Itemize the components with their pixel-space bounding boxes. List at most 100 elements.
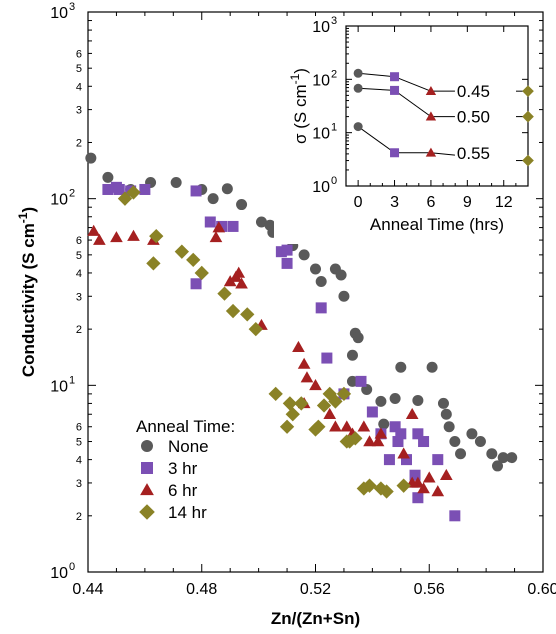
- data-point: [139, 183, 151, 195]
- data-point: [85, 152, 97, 164]
- inset-series-line: [394, 89, 432, 118]
- y-minor-tick-label: 6: [76, 48, 82, 60]
- data-point: [355, 375, 367, 387]
- data-point: [204, 216, 216, 228]
- data-point: [439, 468, 453, 480]
- inset-y-axis-title: σ (S cm-1): [288, 68, 310, 144]
- series-3-hr: [102, 181, 461, 522]
- inset-data-point: [390, 148, 400, 158]
- data-point: [93, 233, 106, 245]
- inset-series-0.45: 0.45: [353, 68, 534, 101]
- data-point: [486, 448, 498, 460]
- data-point: [315, 302, 327, 314]
- data-point: [352, 332, 364, 344]
- data-point: [412, 428, 424, 440]
- data-point: [113, 183, 125, 195]
- x-tick-label: 0.60: [527, 581, 556, 598]
- y-tick-label: 10: [50, 378, 68, 395]
- data-point: [321, 352, 333, 364]
- inset-series-line: [358, 87, 395, 91]
- data-point: [474, 436, 486, 448]
- data-point: [223, 275, 237, 287]
- data-point: [401, 454, 412, 466]
- data-point: [236, 199, 248, 211]
- y-minor-tick-label: 2: [76, 511, 82, 523]
- data-point: [268, 386, 283, 402]
- inset-series-label: 0.55: [457, 144, 490, 163]
- data-point: [248, 321, 263, 337]
- data-point: [323, 407, 337, 419]
- inset-series-line: [394, 76, 432, 92]
- data-point: [412, 394, 424, 406]
- data-point: [455, 448, 467, 460]
- data-point: [117, 191, 133, 206]
- data-point: [149, 228, 164, 244]
- data-point: [506, 452, 518, 464]
- x-tick-label: 0.44: [72, 581, 103, 598]
- data-point: [338, 290, 350, 302]
- y-tick-label: 10: [50, 565, 68, 582]
- inset-series-line: [357, 126, 395, 154]
- data-point: [379, 484, 394, 499]
- x-axis-title: Zn/(Zn+Sn): [271, 609, 360, 628]
- y-axis-title-sup: -1: [16, 212, 30, 223]
- data-point: [170, 177, 182, 189]
- legend-marker: [141, 440, 153, 452]
- data-point: [225, 303, 241, 319]
- legend-label: None: [168, 437, 209, 456]
- x-tick-label: 0.52: [300, 581, 331, 598]
- data-point: [102, 171, 114, 183]
- data-point: [340, 420, 354, 432]
- inset-x-tick-label: 12: [495, 194, 513, 211]
- data-point: [310, 263, 321, 275]
- data-point: [366, 406, 378, 418]
- inset-y-title-sup: -1: [288, 73, 302, 84]
- data-point: [316, 398, 332, 413]
- y-minor-tick-label: 5: [76, 250, 82, 262]
- data-point: [440, 408, 452, 420]
- data-point: [373, 481, 389, 496]
- data-point: [389, 421, 401, 433]
- data-point: [362, 478, 377, 493]
- inset-y-tick-exponent: 1: [331, 122, 337, 134]
- data-point: [363, 435, 376, 447]
- y-tick-exponent: 1: [69, 374, 75, 386]
- data-point: [298, 249, 310, 261]
- data-point: [315, 275, 327, 287]
- legend-label: 6 hr: [168, 481, 198, 500]
- y-tick-label: 10: [50, 5, 68, 22]
- y-minor-tick-label: 4: [76, 268, 82, 280]
- data-point: [336, 386, 352, 402]
- inset-background: [274, 16, 536, 244]
- data-point: [294, 396, 309, 411]
- data-point: [371, 435, 385, 447]
- data-point: [221, 183, 233, 195]
- y-minor-tick-label: 3: [76, 291, 82, 303]
- data-point: [212, 221, 226, 233]
- data-point: [397, 447, 410, 459]
- inset-y-tick-exponent: 0: [331, 175, 337, 187]
- data-point: [282, 396, 298, 411]
- data-point: [229, 270, 243, 282]
- inset-data-point: [390, 72, 400, 82]
- inset-data-point: [425, 147, 437, 157]
- x-tick-label: 0.48: [186, 581, 217, 598]
- legend-marker: [139, 504, 155, 520]
- inset-data-point: [425, 111, 437, 121]
- data-point: [297, 357, 311, 369]
- y-minor-tick-label: 5: [76, 63, 82, 75]
- legend-label: 14 hr: [168, 503, 207, 522]
- data-point: [357, 420, 371, 432]
- data-point: [281, 244, 293, 256]
- data-point: [437, 397, 449, 409]
- y-minor-tick-label: 3: [76, 105, 82, 117]
- data-point: [292, 340, 305, 352]
- data-point: [309, 379, 322, 391]
- inset-x-axis-title: Anneal Time (hrs): [370, 215, 504, 234]
- data-point: [102, 183, 114, 195]
- data-point: [375, 395, 387, 407]
- data-point: [383, 454, 395, 466]
- data-point: [127, 229, 140, 241]
